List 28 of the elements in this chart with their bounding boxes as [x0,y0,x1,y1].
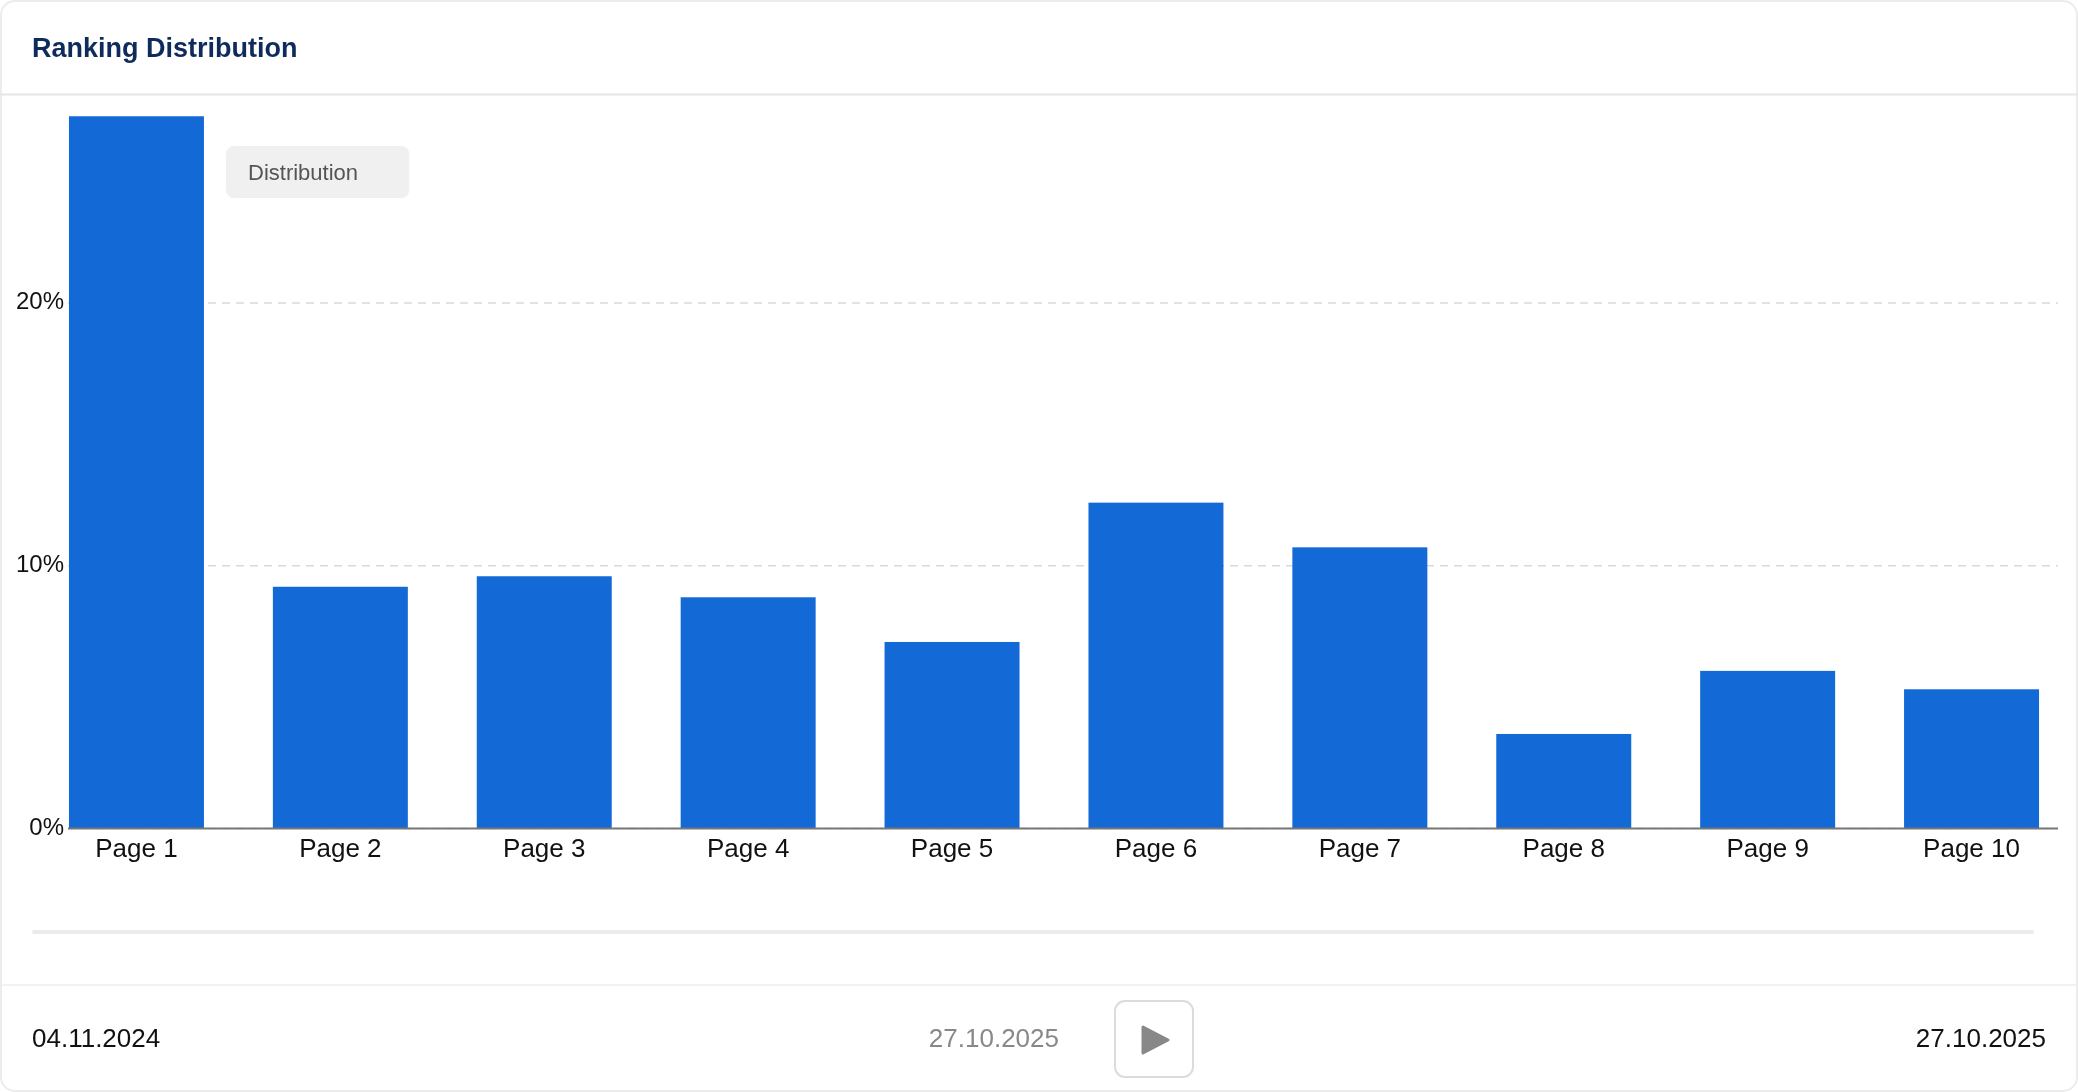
x-tick-label: Page 2 [299,833,382,863]
x-tick-label: Page 3 [503,833,586,863]
y-tick-label: 0% [29,812,64,840]
x-tick-label: Page 10 [1923,833,2020,863]
x-tick-label: Page 1 [95,833,178,863]
y-tick-label: 20% [15,287,64,315]
text: 27.10.2025 [928,1023,1059,1053]
x-tick-label: Page 4 [706,833,790,863]
bar [680,597,816,829]
x-tick-label: Page 5 [910,833,994,863]
text: 27.10.2025 [1915,1023,2046,1053]
bar [476,576,612,829]
x-tick-label: Page 8 [1522,833,1605,863]
bar [1292,547,1428,829]
annotation: Distribution [248,160,359,185]
y-tick-label: 10% [15,550,64,578]
text: 04.11.2024 [32,1023,161,1053]
bar [1904,689,2040,829]
x-tick-label: Page 6 [1114,833,1198,863]
x-tick-label: Page 9 [1726,833,1809,863]
chart-title: Ranking Distribution [32,33,298,63]
bar [68,116,204,829]
bar [272,586,408,829]
bar [1088,502,1224,829]
bar [1496,733,1632,829]
x-tick-label: Page 7 [1318,833,1402,863]
bar [1700,670,1836,829]
bar [884,641,1020,829]
